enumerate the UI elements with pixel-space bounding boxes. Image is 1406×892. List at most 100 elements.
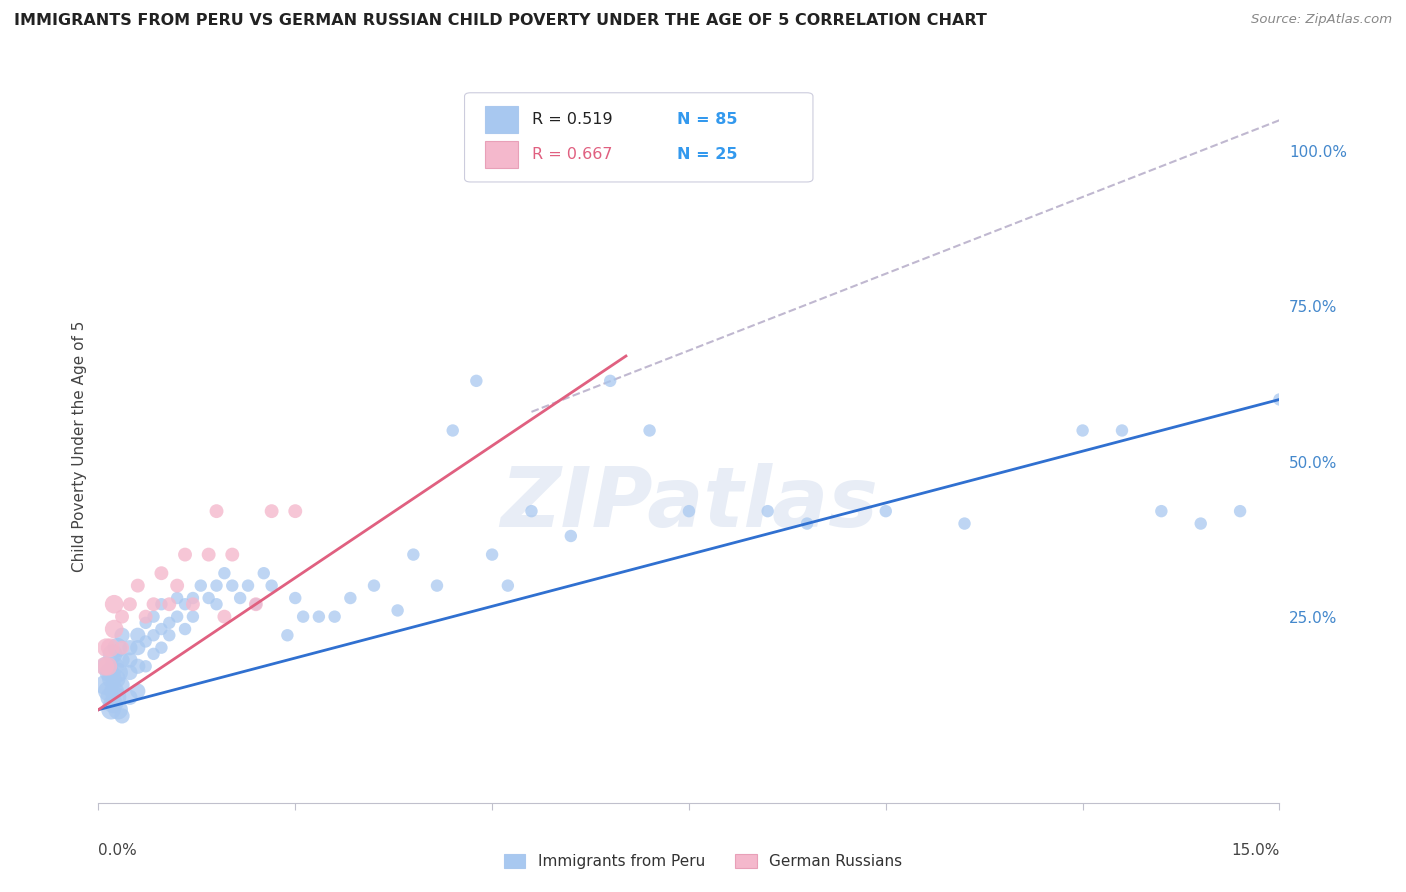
- Point: [103, 659, 125, 673]
- Point: [308, 609, 330, 624]
- Point: [111, 709, 134, 723]
- Point: [221, 579, 243, 593]
- Point: [107, 703, 129, 717]
- FancyBboxPatch shape: [464, 93, 813, 182]
- Point: [875, 504, 897, 518]
- Point: [197, 591, 219, 605]
- Point: [181, 591, 204, 605]
- Point: [253, 566, 276, 581]
- Point: [166, 579, 188, 593]
- Point: [150, 566, 173, 581]
- Text: R = 0.519: R = 0.519: [531, 112, 613, 128]
- Point: [181, 609, 204, 624]
- Point: [97, 684, 120, 698]
- Point: [236, 579, 259, 593]
- Point: [363, 579, 385, 593]
- Point: [1150, 504, 1173, 518]
- Point: [205, 597, 228, 611]
- FancyBboxPatch shape: [485, 141, 517, 168]
- Point: [181, 597, 204, 611]
- Point: [111, 628, 134, 642]
- Text: IMMIGRANTS FROM PERU VS GERMAN RUSSIAN CHILD POVERTY UNDER THE AGE OF 5 CORRELAT: IMMIGRANTS FROM PERU VS GERMAN RUSSIAN C…: [14, 13, 987, 29]
- Point: [756, 504, 779, 518]
- Point: [150, 597, 173, 611]
- Point: [678, 504, 700, 518]
- Point: [96, 640, 118, 655]
- Y-axis label: Child Poverty Under the Age of 5: Child Poverty Under the Age of 5: [72, 320, 87, 572]
- Point: [118, 597, 141, 611]
- Point: [796, 516, 818, 531]
- Point: [96, 659, 118, 673]
- Point: [1111, 424, 1133, 438]
- Point: [441, 424, 464, 438]
- Point: [127, 659, 149, 673]
- Point: [118, 690, 141, 705]
- Point: [103, 597, 125, 611]
- Point: [465, 374, 488, 388]
- Point: [174, 597, 197, 611]
- Point: [339, 591, 361, 605]
- Point: [205, 579, 228, 593]
- Point: [101, 672, 124, 686]
- Point: [127, 684, 149, 698]
- Point: [1229, 504, 1251, 518]
- Point: [426, 579, 449, 593]
- Point: [229, 591, 252, 605]
- Point: [520, 504, 543, 518]
- Point: [402, 548, 425, 562]
- Text: 15.0%: 15.0%: [1232, 843, 1279, 858]
- Text: N = 25: N = 25: [678, 146, 738, 161]
- Point: [1268, 392, 1291, 407]
- Point: [496, 579, 519, 593]
- Point: [292, 609, 315, 624]
- Point: [103, 622, 125, 636]
- Point: [638, 424, 661, 438]
- Point: [142, 609, 165, 624]
- Point: [100, 703, 122, 717]
- Point: [560, 529, 582, 543]
- Point: [98, 690, 121, 705]
- Point: [135, 634, 157, 648]
- Point: [103, 697, 125, 711]
- Point: [127, 628, 149, 642]
- Point: [127, 640, 149, 655]
- Point: [142, 597, 165, 611]
- Point: [107, 665, 129, 680]
- Point: [157, 597, 180, 611]
- Point: [105, 640, 128, 655]
- Point: [150, 640, 173, 655]
- Point: [101, 647, 124, 661]
- Point: [599, 374, 621, 388]
- Point: [157, 615, 180, 630]
- Point: [111, 640, 134, 655]
- Point: [127, 579, 149, 593]
- Point: [166, 591, 188, 605]
- Point: [105, 690, 128, 705]
- FancyBboxPatch shape: [485, 106, 517, 134]
- Point: [190, 579, 212, 593]
- Point: [111, 678, 134, 692]
- Point: [142, 647, 165, 661]
- Point: [1189, 516, 1212, 531]
- Text: R = 0.667: R = 0.667: [531, 146, 613, 161]
- Point: [214, 609, 236, 624]
- Point: [260, 579, 283, 593]
- Point: [135, 609, 157, 624]
- Point: [953, 516, 976, 531]
- Point: [174, 548, 197, 562]
- Point: [197, 548, 219, 562]
- Point: [205, 504, 228, 518]
- Text: N = 85: N = 85: [678, 112, 738, 128]
- Point: [118, 665, 141, 680]
- Point: [118, 653, 141, 667]
- Point: [103, 684, 125, 698]
- Point: [111, 609, 134, 624]
- Point: [97, 659, 120, 673]
- Point: [93, 678, 115, 692]
- Text: 0.0%: 0.0%: [98, 843, 138, 858]
- Point: [575, 145, 598, 159]
- Point: [150, 622, 173, 636]
- Legend: Immigrants from Peru, German Russians: Immigrants from Peru, German Russians: [498, 848, 908, 875]
- Point: [481, 548, 503, 562]
- Point: [166, 609, 188, 624]
